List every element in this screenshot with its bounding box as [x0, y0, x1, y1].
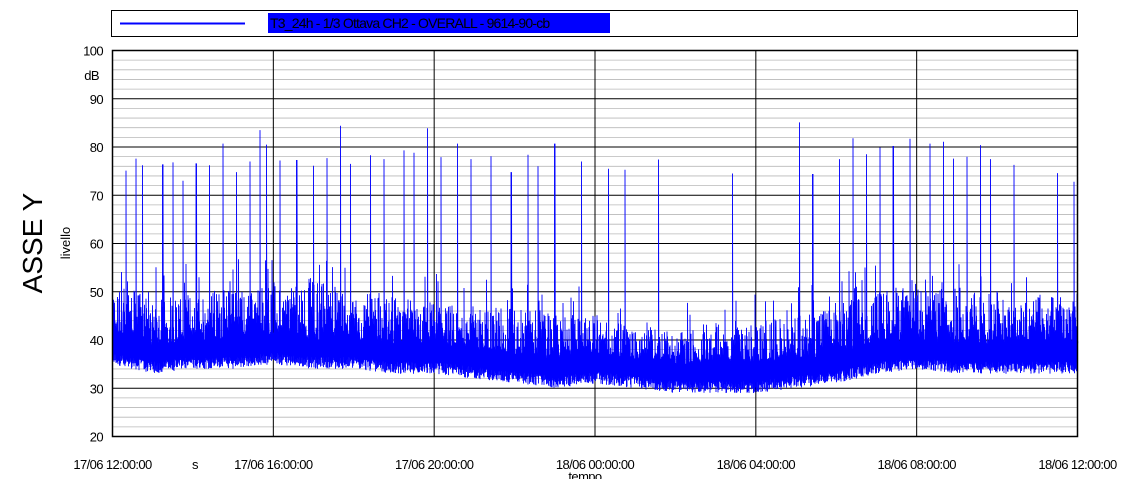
series-line: [112, 122, 1079, 394]
x-tick-label: 18/06 12:00:00: [1038, 457, 1117, 472]
y-tick-label: 80: [90, 140, 104, 155]
x-tick-label: 18/06 00:00:00: [556, 457, 635, 472]
y-tick-label: 70: [90, 188, 104, 203]
legend-label-highlight: [268, 13, 610, 33]
y-tick-label: 20: [90, 430, 104, 445]
y-axis-title: ASSE Y: [17, 192, 48, 293]
x-tick-label: 17/06 16:00:00: [234, 457, 313, 472]
plot-frame: [111, 49, 1079, 438]
y-tick-label: 60: [90, 237, 104, 252]
y-axis-label: livello: [58, 227, 73, 260]
x-tick-labels: 17/06 12:00:00 17/06 16:00:00 17/06 20:00:…: [73, 457, 1117, 472]
x-axis-unit: s: [192, 457, 199, 472]
y-tick-labels: 20 30 40 50 60 70 80 90 100: [83, 44, 104, 445]
y-tick-label: 30: [90, 381, 104, 396]
x-tick-label: 17/06 20:00:00: [395, 457, 474, 472]
x-tick-label: 18/06 08:00:00: [877, 457, 956, 472]
legend-label: T3_24h - 1/3 Ottava CH2 - OVERALL - 9614…: [270, 15, 550, 31]
y-tick-label: 40: [90, 333, 104, 348]
y-tick-label: 90: [90, 92, 104, 107]
x-tick-label: 18/06 04:00:00: [717, 457, 796, 472]
series-layer: [112, 122, 1079, 394]
x-axis-label: tempo: [568, 469, 602, 479]
y-tick-label: 50: [90, 285, 104, 300]
y-tick-label: 100: [83, 44, 103, 59]
x-tick-label: 17/06 12:00:00: [73, 457, 152, 472]
y-axis-unit: dB: [84, 68, 99, 83]
